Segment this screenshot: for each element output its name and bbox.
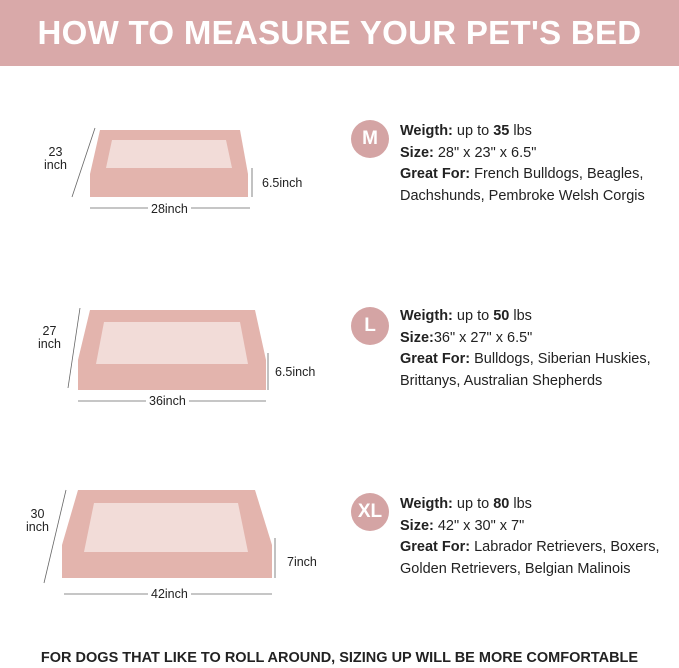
page-title: HOW TO MEASURE YOUR PET'S BED xyxy=(37,14,642,51)
depth-label-m: 23 inch xyxy=(44,145,67,172)
header-banner: HOW TO MEASURE YOUR PET'S BED xyxy=(0,0,679,66)
depth-line-m xyxy=(71,127,96,198)
size-badge-xl: XL xyxy=(351,493,389,531)
size-badge-m: M xyxy=(351,120,389,158)
width-label-m: 28inch xyxy=(148,203,191,216)
footer-note: FOR DOGS THAT LIKE TO ROLL AROUND, SIZIN… xyxy=(40,650,639,666)
size-badge-l: L xyxy=(351,307,389,345)
depth-line-xl xyxy=(43,489,67,584)
size-info-l: Weigth: up to 50 lbs Size:36" x 27" x 6.… xyxy=(400,308,651,389)
bed-xl xyxy=(62,490,272,578)
height-label-m: 6.5inch xyxy=(262,176,303,190)
width-label-xl: 42inch xyxy=(148,588,191,601)
bed-l xyxy=(78,310,266,390)
size-info-m: Weigth: up to 35 lbs Size: 28" x 23" x 6… xyxy=(400,123,645,204)
depth-line-l xyxy=(67,307,81,389)
depth-label-l: 27 inch xyxy=(38,324,61,351)
depth-label-xl: 30 inch xyxy=(26,507,49,534)
width-label-l: 36inch xyxy=(146,395,189,408)
height-label-l: 6.5inch xyxy=(275,365,316,379)
bed-m xyxy=(90,130,248,197)
height-label-xl: 7inch xyxy=(287,555,317,569)
size-info-xl: Weigth: up to 80 lbs Size: 42" x 30" x 7… xyxy=(400,496,660,577)
